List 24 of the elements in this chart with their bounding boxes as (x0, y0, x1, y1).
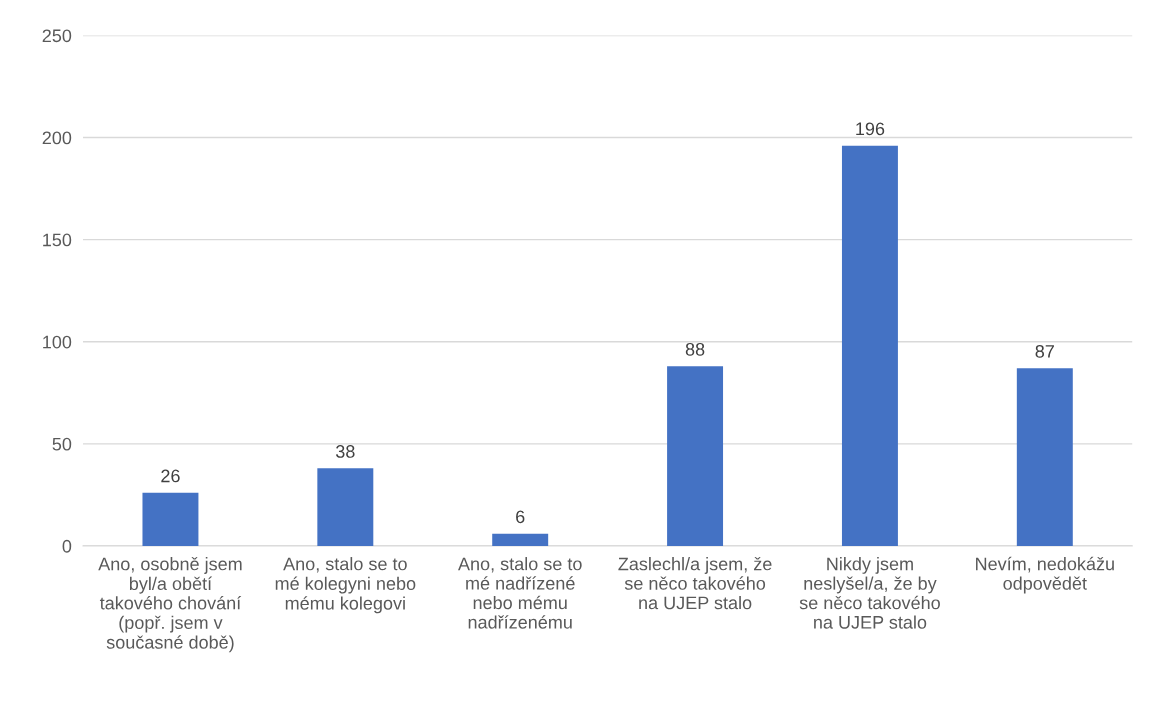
bar (1016, 368, 1073, 546)
x-tick-label: Zaslechl/a jsem, že se něco takového na UJEP stalo (618, 557, 772, 610)
y-tick-label: 0 (62, 539, 72, 553)
bar (317, 468, 374, 546)
bar (667, 366, 724, 546)
y-tick-label: 150 (43, 233, 72, 247)
bar (492, 533, 549, 546)
x-tick-label: Ano, stalo se to mé nadřízené nebo mému nadřízenému (458, 557, 582, 629)
data-label: 38 (335, 445, 355, 458)
data-label: 26 (161, 469, 180, 483)
y-tick-label: 250 (42, 29, 72, 43)
x-tick-label: Ano, osobně jsem byl/a obětí takového chování (popř. jsem v současné době) (98, 557, 242, 653)
y-tick-label: 100 (43, 335, 72, 349)
y-tick-label: 50 (52, 437, 72, 451)
data-label: 6 (516, 510, 525, 524)
bar (142, 492, 199, 546)
bar (841, 145, 898, 546)
x-tick-label: Nevím, nedokážu odpovědět (976, 556, 1114, 594)
x-tick-label: Nikdy jsem neslyšel/a, že by se něco takového na UJEP stalo (799, 557, 940, 629)
y-tick-label: 200 (42, 131, 72, 145)
data-label: 87 (1035, 344, 1054, 358)
data-label: 88 (685, 342, 705, 356)
data-label: 196 (856, 122, 885, 136)
x-tick-label: Ano, stalo se to mé kolegyni nebo mému kolegovi (275, 557, 416, 614)
